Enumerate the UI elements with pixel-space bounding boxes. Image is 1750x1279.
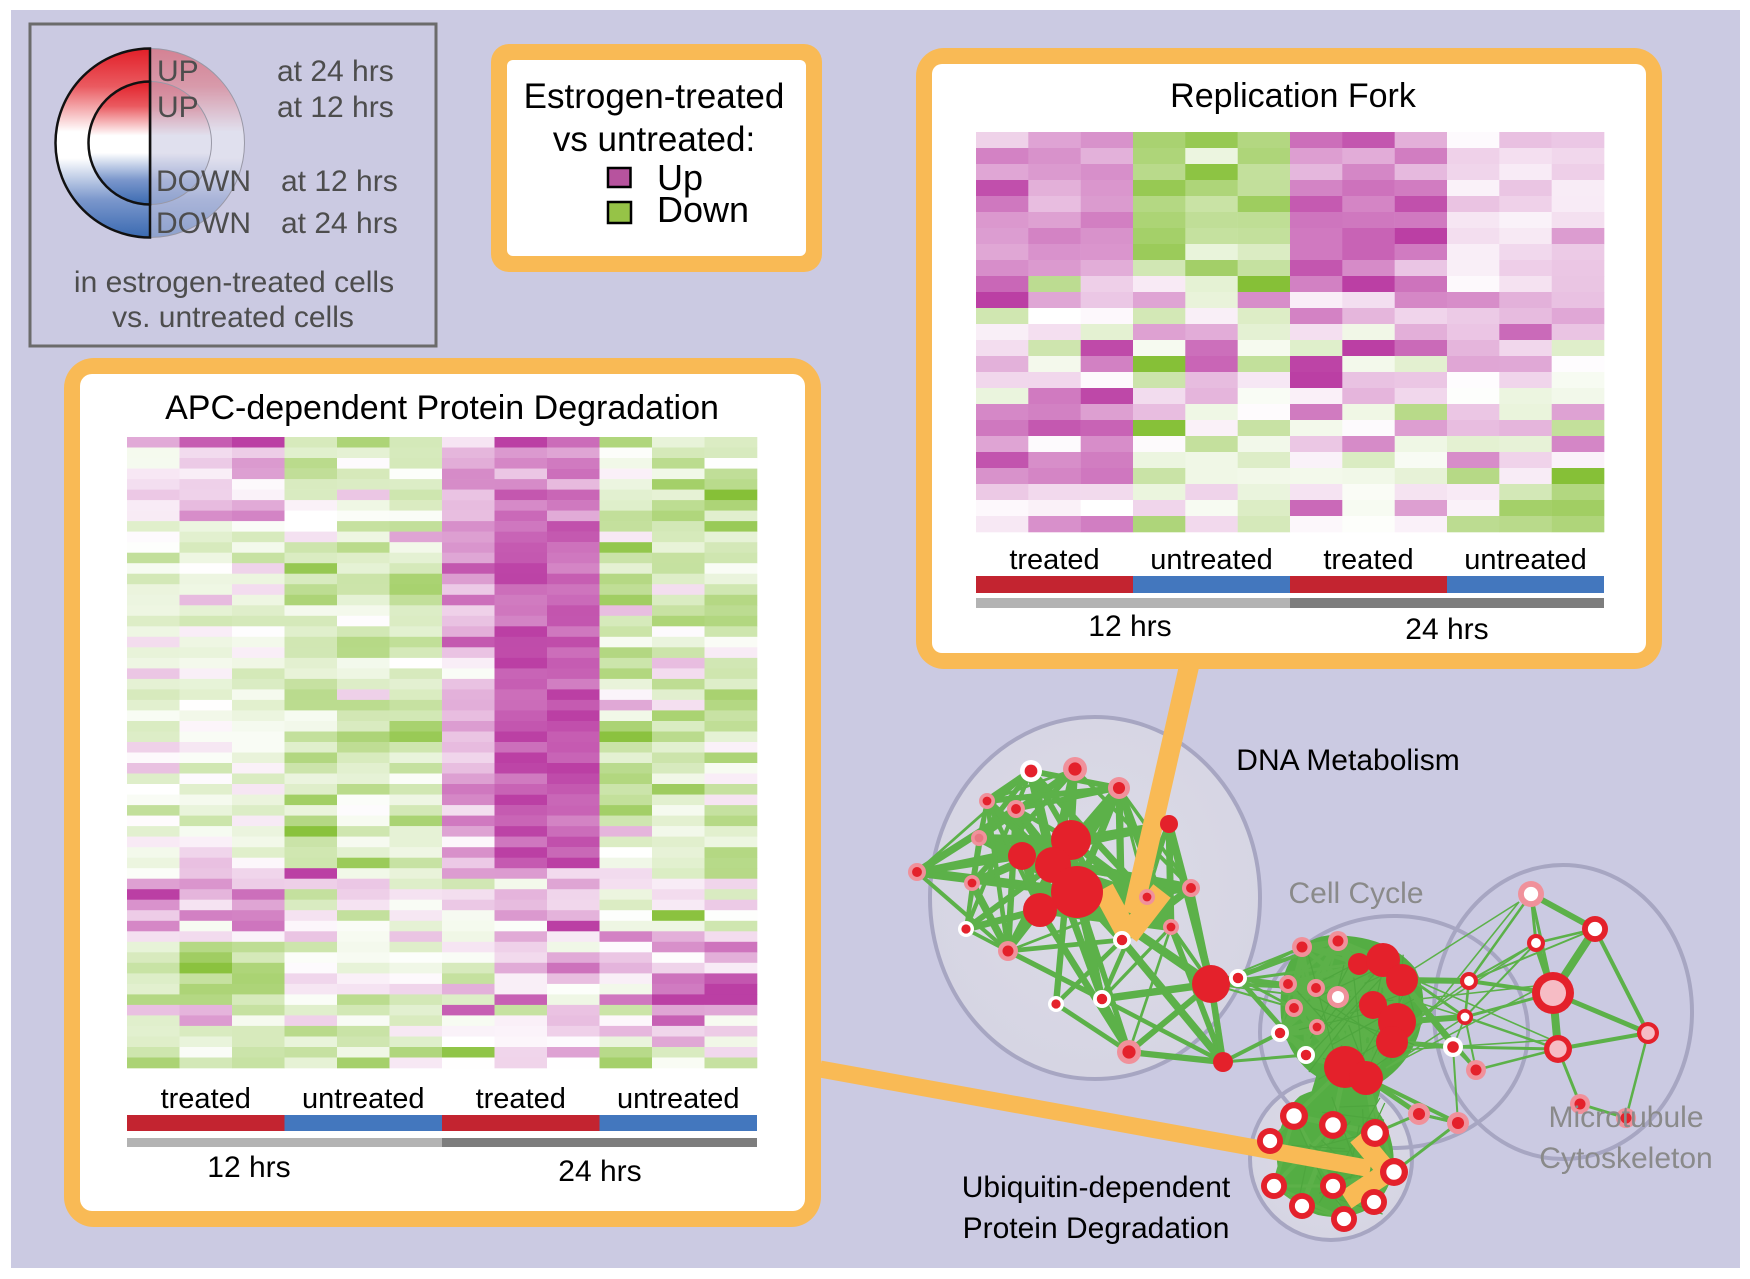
svg-text:Cytoskeleton: Cytoskeleton bbox=[1539, 1142, 1712, 1175]
svg-text:treated: treated bbox=[1009, 544, 1099, 576]
svg-text:untreated: untreated bbox=[302, 1083, 425, 1115]
svg-text:Ubiquitin-dependent: Ubiquitin-dependent bbox=[962, 1171, 1231, 1204]
svg-text:vs. untreated cells: vs. untreated cells bbox=[112, 301, 354, 334]
svg-text:at 24 hrs: at 24 hrs bbox=[277, 55, 394, 88]
svg-text:DNA Metabolism: DNA Metabolism bbox=[1236, 744, 1459, 777]
svg-text:untreated: untreated bbox=[1150, 544, 1273, 576]
svg-text:treated: treated bbox=[1323, 544, 1413, 576]
svg-text:untreated: untreated bbox=[1464, 544, 1587, 576]
svg-text:Protein Degradation: Protein Degradation bbox=[963, 1212, 1230, 1245]
svg-text:at 24 hrs: at 24 hrs bbox=[281, 207, 398, 240]
svg-text:in estrogen-treated cells: in estrogen-treated cells bbox=[74, 266, 394, 299]
svg-text:at 12 hrs: at 12 hrs bbox=[277, 91, 394, 124]
svg-text:12 hrs: 12 hrs bbox=[1088, 610, 1171, 643]
svg-text:12 hrs: 12 hrs bbox=[207, 1151, 290, 1184]
svg-text:Up: Up bbox=[657, 157, 703, 198]
svg-text:APC-dependent Protein Degradat: APC-dependent Protein Degradation bbox=[165, 389, 719, 427]
svg-text:Microtubule: Microtubule bbox=[1548, 1101, 1703, 1134]
svg-text:Cell Cycle: Cell Cycle bbox=[1288, 877, 1423, 910]
svg-text:treated: treated bbox=[476, 1083, 566, 1115]
svg-text:vs untreated:: vs untreated: bbox=[553, 120, 755, 159]
svg-text:Replication Fork: Replication Fork bbox=[1170, 77, 1417, 115]
svg-text:UP: UP bbox=[157, 91, 199, 124]
svg-text:24 hrs: 24 hrs bbox=[558, 1155, 641, 1188]
svg-text:treated: treated bbox=[161, 1083, 251, 1115]
svg-text:UP: UP bbox=[157, 55, 199, 88]
svg-text:24 hrs: 24 hrs bbox=[1405, 613, 1488, 646]
svg-text:DOWN: DOWN bbox=[156, 165, 251, 198]
svg-text:DOWN: DOWN bbox=[156, 207, 251, 240]
svg-text:at 12 hrs: at 12 hrs bbox=[281, 165, 398, 198]
svg-text:Estrogen-treated: Estrogen-treated bbox=[524, 77, 785, 116]
svg-text:untreated: untreated bbox=[617, 1083, 740, 1115]
svg-text:Down: Down bbox=[657, 189, 749, 230]
